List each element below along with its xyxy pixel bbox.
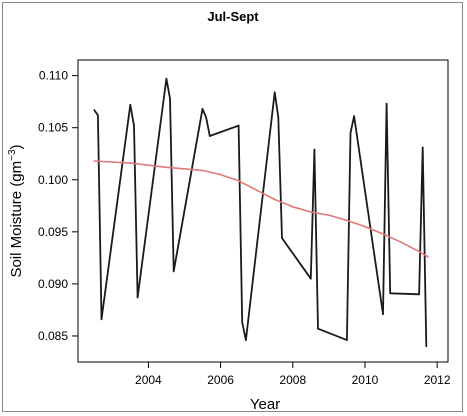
soil-moisture-point [97,114,99,116]
x-tick-label: 2010 [352,373,379,387]
soil-moisture-point [237,124,240,127]
soil-moisture-point [385,102,388,105]
soil-moisture-point [317,327,319,330]
soil-moisture-point [277,116,280,119]
line-chart: Jul-Sept 2004 2006 2008 2010 2012 0.085 0.090… [7,9,451,413]
series-layer [93,77,429,348]
trend-point [237,180,240,182]
soil-moisture-point [208,135,211,137]
soil-moisture-point [201,108,204,110]
x-tick-label: 2012 [424,373,451,387]
trend-point [364,225,366,228]
soil-moisture-point [205,116,207,119]
y-tick-label: 0.085 [38,329,68,343]
soil-moisture-point [165,77,168,80]
soil-moisture-point [349,132,352,134]
trend-point [129,162,132,164]
soil-moisture-point [93,109,96,111]
soil-moisture-point [241,321,244,324]
trend-point [165,166,168,169]
trend-point [328,214,330,216]
soil-moisture-point [310,277,312,280]
soil-moisture-point [273,91,276,94]
x-axis: 2004 2006 2008 2010 2012 [135,362,451,387]
soil-moisture-point [169,97,171,100]
soil-moisture-point [100,318,103,321]
y-axis: 0.085 0.090 0.095 0.100 0.105 0.110 [38,69,78,343]
soil-moisture-line [93,77,428,347]
chart-title: Jul-Sept [207,9,259,24]
trend-point [273,198,276,201]
trend-point [382,233,384,235]
chart-frame: Jul-Sept 2004 2006 2008 2010 2012 0.085 0.090… [2,2,463,413]
soil-moisture-point [389,292,392,295]
y-axis-title-close: ) [8,144,25,149]
trend-point [93,160,96,162]
x-tick-label: 2004 [135,373,162,387]
soil-moisture-point [382,313,384,315]
plot-box [77,59,449,363]
soil-moisture-point [136,296,139,299]
trend-point [219,173,222,176]
trend-point [346,219,348,222]
trend-point [427,256,429,258]
y-axis-title-sup: −3 [7,149,18,161]
y-tick-label: 0.110 [39,69,68,83]
x-tick-label: 2008 [279,373,306,387]
y-tick-label: 0.100 [38,173,68,187]
trend-point [255,189,258,191]
y-tick-label: 0.105 [38,121,68,135]
soil-moisture-point [421,146,424,149]
y-tick-label: 0.090 [38,277,68,291]
y-axis-title: Soil Moisture (gm−3) [7,144,25,277]
y-tick-label: 0.095 [38,225,68,239]
x-tick-label: 2006 [207,373,234,387]
soil-moisture-point [281,237,283,239]
soil-moisture-point [245,339,247,341]
soil-moisture-point [313,148,316,151]
soil-moisture-point [129,103,132,106]
soil-moisture-point [425,345,428,348]
trend-point [418,250,420,253]
soil-moisture-point [346,339,348,341]
y-axis-title-main: Soil Moisture (gm [8,161,25,278]
trend-point [201,169,204,172]
soil-moisture-point [353,115,355,118]
soil-moisture-point [172,270,175,273]
soil-moisture-point [133,124,135,127]
trend-point [400,241,402,244]
trend-point [310,211,312,213]
x-axis-title: Year [250,396,280,413]
soil-moisture-point [418,293,420,296]
trend-point [291,206,294,208]
